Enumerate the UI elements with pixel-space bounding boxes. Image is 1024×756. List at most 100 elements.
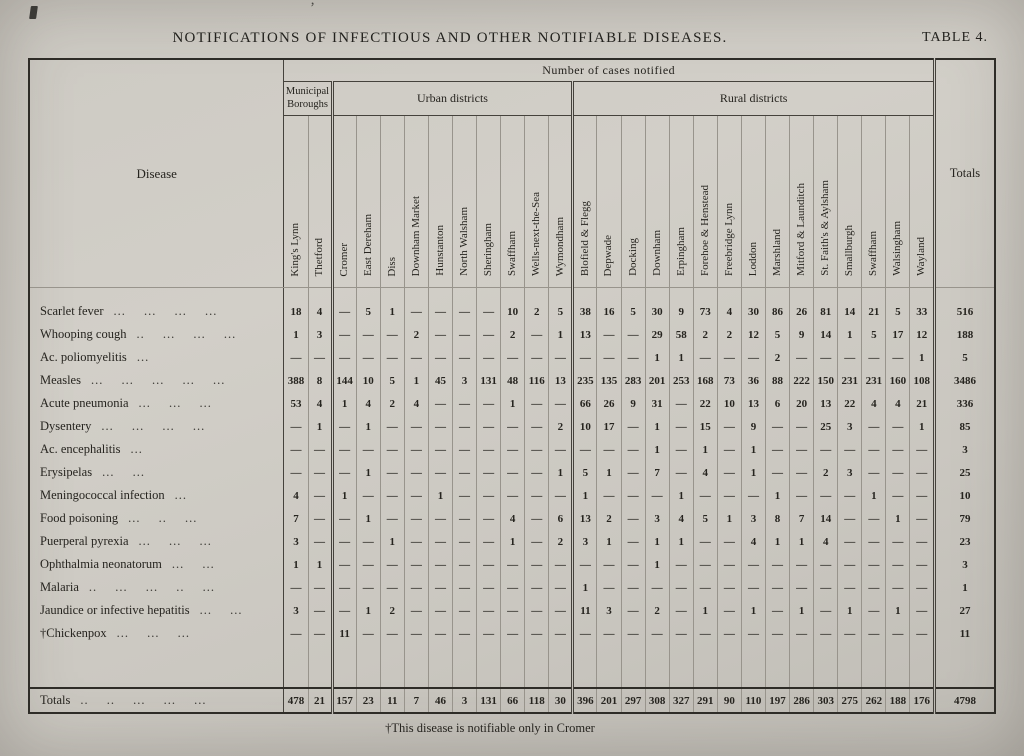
case-count: — xyxy=(764,438,790,462)
case-count: — xyxy=(427,392,453,416)
case-count: — xyxy=(740,553,766,577)
case-count: 11 xyxy=(330,622,357,689)
column-header-label: Walsingham xyxy=(891,221,904,277)
disease-row: Meningococcal infection... 4—1— — —1— — — — —1—… xyxy=(29,484,995,508)
case-count: — xyxy=(764,622,790,689)
case-count: 14 xyxy=(837,287,862,324)
case-count: — xyxy=(403,507,429,531)
case-count: 5 xyxy=(571,461,597,485)
case-count: — xyxy=(571,622,597,689)
case-count: — xyxy=(500,415,525,439)
case-count: 1 xyxy=(379,287,405,324)
case-count: 5 xyxy=(548,287,573,324)
case-count: 5 xyxy=(764,323,790,347)
case-count: 388 xyxy=(283,369,309,393)
case-count: — xyxy=(885,415,910,439)
row-total: 3486 xyxy=(932,369,995,393)
case-count: — xyxy=(451,323,477,347)
case-count: 1 xyxy=(403,369,429,393)
case-count: — xyxy=(716,461,742,485)
case-count: — xyxy=(548,553,573,577)
disease-label: Puerperal pyrexia xyxy=(40,534,129,549)
column-header-label: Erpingham xyxy=(674,227,687,277)
dot-leader: ... xyxy=(174,488,187,503)
case-count: — xyxy=(403,576,429,600)
column-header: Docking xyxy=(620,115,646,289)
case-count: 4 xyxy=(403,392,429,416)
case-count: 3 xyxy=(596,599,622,623)
case-count: — xyxy=(451,415,477,439)
case-count: 4 xyxy=(307,392,333,416)
case-count: — xyxy=(789,461,814,485)
column-total: 176 xyxy=(909,687,935,714)
case-count: 1 xyxy=(307,415,333,439)
case-count: 36 xyxy=(740,369,766,393)
case-count: 1 xyxy=(740,438,766,462)
column-header: Downham Market xyxy=(403,115,429,289)
case-count: 1 xyxy=(548,323,573,347)
case-count: 2 xyxy=(813,461,838,485)
case-count: — xyxy=(524,599,549,623)
case-count: 13 xyxy=(571,323,597,347)
case-count: 3 xyxy=(837,415,862,439)
case-count: — xyxy=(524,576,549,600)
column-total: 201 xyxy=(596,687,622,714)
case-count: — xyxy=(813,438,838,462)
disease-label: Food poisoning xyxy=(40,511,119,526)
disease-name-cell: Malaria .. ... ... .. ... xyxy=(29,576,284,599)
column-header-label: East Dereham xyxy=(361,214,374,277)
column-header: King's Lynn xyxy=(283,115,309,289)
row-total: 1 xyxy=(932,576,995,600)
case-count: — xyxy=(403,599,429,623)
column-header: Depwade xyxy=(596,115,622,289)
case-count: — xyxy=(571,553,597,577)
column-header: Downham xyxy=(644,115,670,289)
column-header: Erpingham xyxy=(668,115,694,289)
case-count: — xyxy=(476,622,501,689)
case-count: 88 xyxy=(764,369,790,393)
case-count: — xyxy=(403,622,429,689)
case-count: — xyxy=(476,576,501,600)
case-count: — xyxy=(355,530,381,554)
case-count: 222 xyxy=(789,369,814,393)
case-count: — xyxy=(596,323,622,347)
case-count: — xyxy=(330,287,357,324)
case-count: — xyxy=(692,530,718,554)
district-name-row: King's Lynn Thetford Cromer East Dereham Dis… xyxy=(29,115,995,289)
case-count: — xyxy=(307,622,333,689)
case-count: — xyxy=(837,530,862,554)
case-count: 116 xyxy=(524,369,549,393)
case-count: — xyxy=(524,461,549,485)
case-count: — xyxy=(476,323,501,347)
case-count: — xyxy=(500,438,525,462)
case-count: 1 xyxy=(427,484,453,508)
case-count: 17 xyxy=(885,323,910,347)
case-count: — xyxy=(644,484,670,508)
case-count: — xyxy=(330,530,357,554)
case-count: 3 xyxy=(644,507,670,531)
disease-row: Whooping cough.. ... ... ... 1 3— — —2— — —2—1… xyxy=(29,323,995,347)
case-count: 1 xyxy=(764,484,790,508)
column-header: Forehoe & Henstead xyxy=(692,115,718,289)
column-header-label: North Walsham xyxy=(458,207,471,277)
row-total: 11 xyxy=(932,622,995,689)
case-count: — xyxy=(283,622,309,689)
case-count: 1 xyxy=(644,415,670,439)
case-count: — xyxy=(500,461,525,485)
column-header-label: Mitford & Launditch xyxy=(795,183,808,277)
case-count: — xyxy=(476,415,501,439)
dot-leader: ... xyxy=(130,442,143,457)
case-count: — xyxy=(644,576,670,600)
column-header: Freebridge Lynn xyxy=(716,115,742,289)
case-count: — xyxy=(885,622,910,689)
case-count: 7 xyxy=(283,507,309,531)
case-count: — xyxy=(909,553,935,577)
disease-row: Dysentery... ... ... ... —1—1— — — — — — —2 10 17… xyxy=(29,415,995,439)
case-count: — xyxy=(668,438,694,462)
dot-leader: ... ... xyxy=(102,465,145,480)
case-count: 14 xyxy=(813,323,838,347)
table-number-label: TABLE 4. xyxy=(922,30,988,45)
case-count: — xyxy=(379,461,405,485)
case-count: 2 xyxy=(644,599,670,623)
